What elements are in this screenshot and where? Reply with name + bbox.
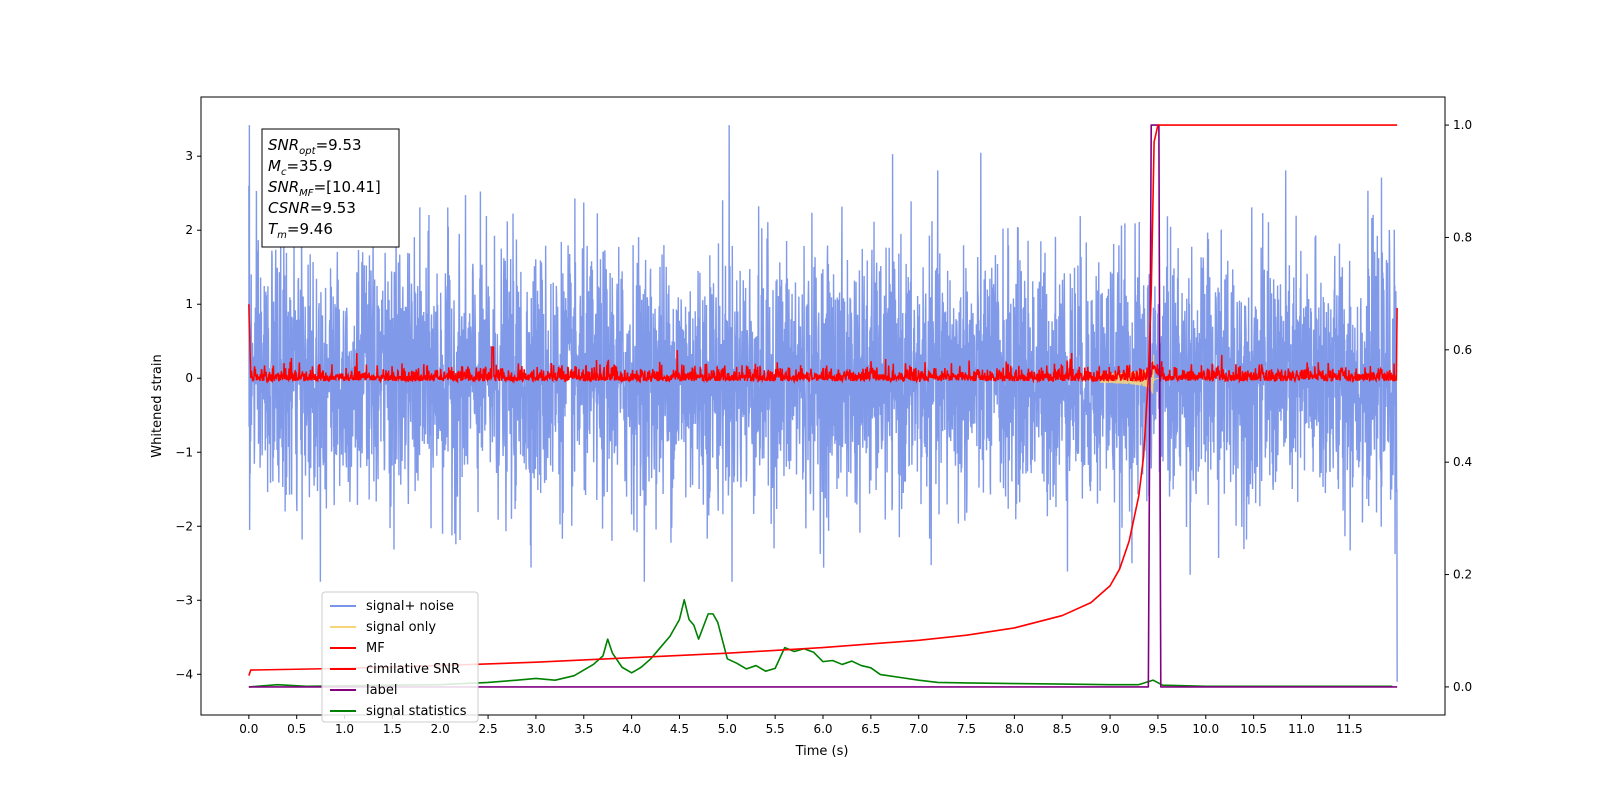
- x-tick-label: 5.0: [718, 722, 737, 736]
- legend-label: signal only: [366, 620, 436, 635]
- legend-frame: [321, 591, 479, 723]
- x-axis: 0.0 0.5 1.0 1.5 2.0 2.5 3.0 3.5 4.0 4.5 5.0 5.5 6.0 6…: [239, 715, 1363, 736]
- series-cimilative-snr-line: [248, 124, 1398, 676]
- y-axis-left: 3 2 1 0 −1 −2 −3 −4: [175, 149, 201, 681]
- y-tick-label: −1: [175, 445, 193, 459]
- legend-label: cimilative SNR: [366, 662, 460, 677]
- series-label-line: [248, 124, 1398, 688]
- legend: signal+ noise signal only MF cimilative SNR…: [321, 591, 479, 723]
- y2-tick-label: 0.6: [1453, 343, 1472, 357]
- x-tick-label: 7.0: [909, 722, 928, 736]
- y2-tick-label: 0.0: [1453, 680, 1472, 694]
- x-tick-label: 11.5: [1336, 722, 1363, 736]
- x-tick-label: 0.5: [287, 722, 306, 736]
- series-signal-statistics-line: [248, 599, 1393, 688]
- x-tick-label: 2.5: [479, 722, 498, 736]
- x-tick-label: 4.5: [670, 722, 689, 736]
- x-tick-label: 6.0: [813, 722, 832, 736]
- legend-label: signal+ noise: [366, 599, 454, 614]
- x-tick-label: 8.5: [1053, 722, 1072, 736]
- annotation-line: SNRopt=9.53: [268, 136, 362, 157]
- x-tick-label: 5.5: [766, 722, 785, 736]
- x-tick-label: 4.0: [622, 722, 641, 736]
- legend-label: label: [366, 683, 397, 698]
- y-tick-label: −2: [175, 519, 193, 533]
- y-axis-label: Whitened strain: [150, 354, 165, 457]
- y2-tick-label: 0.4: [1453, 455, 1472, 469]
- y-tick-label: 2: [185, 223, 193, 237]
- legend-label: MF: [366, 641, 385, 656]
- annotation-line: Tm=9.46: [268, 220, 333, 241]
- series-signal-noise-line: [248, 125, 1398, 682]
- x-tick-label: 3.0: [526, 722, 545, 736]
- y2-tick-label: 1.0: [1453, 118, 1472, 132]
- y-tick-label: 3: [185, 149, 193, 163]
- y-tick-label: −3: [175, 593, 193, 607]
- annotation-line: SNRMF=[10.41]: [268, 178, 381, 199]
- x-tick-label: 0.0: [239, 722, 258, 736]
- y2-tick-label: 0.2: [1453, 568, 1472, 582]
- x-tick-label: 9.5: [1148, 722, 1167, 736]
- x-tick-label: 9.0: [1101, 722, 1120, 736]
- x-tick-label: 10.5: [1240, 722, 1267, 736]
- x-tick-label: 6.5: [861, 722, 880, 736]
- x-tick-label: 8.0: [1005, 722, 1024, 736]
- x-tick-label: 7.5: [957, 722, 976, 736]
- y-tick-label: −4: [175, 667, 193, 681]
- x-tick-label: 2.0: [431, 722, 450, 736]
- x-axis-label: Time (s): [795, 744, 849, 759]
- series-mf-line: [248, 304, 1398, 385]
- x-tick-label: 1.5: [383, 722, 402, 736]
- y-axis-right: 1.0 0.8 0.6 0.4 0.2 0.0: [1445, 118, 1472, 694]
- x-tick-label: 3.5: [574, 722, 593, 736]
- y2-tick-label: 0.8: [1453, 230, 1472, 244]
- annotation-line: Mc=35.9: [268, 157, 332, 178]
- x-tick-label: 10.0: [1192, 722, 1219, 736]
- y-tick-label: 0: [185, 371, 193, 385]
- x-tick-label: 1.0: [335, 722, 354, 736]
- metrics-annotation-box: SNRopt=9.53Mc=35.9SNRMF=[10.41]CSNR=9.53…: [261, 128, 400, 248]
- x-tick-label: 11.0: [1288, 722, 1315, 736]
- legend-label: signal statistics: [366, 704, 467, 719]
- annotation-line: CSNR=9.53: [268, 199, 356, 217]
- annotation-box-frame: [261, 128, 400, 248]
- series-layer: [248, 124, 1398, 688]
- y-tick-label: 1: [185, 297, 193, 311]
